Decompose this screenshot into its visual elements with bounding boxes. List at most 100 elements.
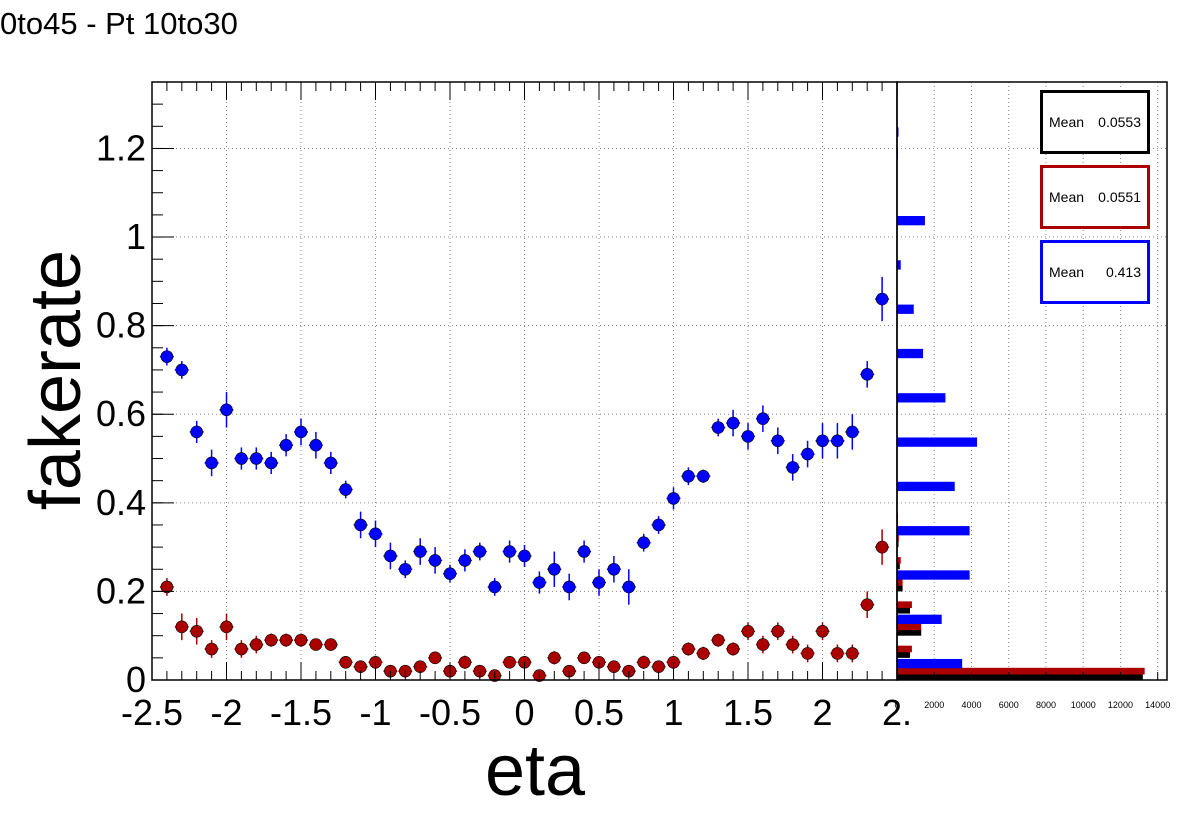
- x-tick-label: -2.5: [121, 692, 183, 733]
- main-plot-points: [159, 276, 890, 682]
- data-point: [190, 425, 203, 439]
- histogram-bar: [897, 673, 1143, 680]
- stats-box-red: Mean 0.0551: [1040, 165, 1150, 229]
- data-point: [175, 620, 189, 634]
- data-point: [264, 633, 278, 647]
- data-point: [816, 624, 829, 638]
- data-point: [592, 576, 606, 589]
- data-point: [637, 655, 651, 669]
- y-tick-label: 1.2: [96, 127, 146, 168]
- data-point: [354, 518, 367, 532]
- side-x-tick-label: 12000: [1108, 700, 1133, 710]
- x-tick-label: 2: [812, 692, 832, 733]
- side-x-tick-label: 0: [894, 700, 899, 710]
- data-point: [190, 624, 203, 638]
- data-point: [175, 363, 189, 377]
- data-point: [652, 518, 665, 532]
- data-point: [801, 647, 814, 660]
- data-point: [473, 545, 487, 558]
- data-point: [309, 638, 323, 651]
- data-point: [220, 403, 233, 417]
- x-tick-label: 2.: [882, 692, 912, 733]
- side-x-tick-label: 2000: [924, 700, 944, 710]
- histogram-bar: [897, 215, 925, 226]
- y-axis-title: fakerate: [16, 250, 96, 510]
- data-point: [160, 580, 174, 594]
- data-point: [771, 624, 785, 638]
- data-point: [711, 421, 725, 434]
- x-tick-label: -2: [210, 692, 242, 733]
- data-point: [458, 554, 472, 567]
- y-tick-label: 0.8: [96, 305, 146, 346]
- data-point: [682, 469, 695, 483]
- data-point: [443, 567, 457, 580]
- data-point: [413, 545, 427, 558]
- data-point: [413, 660, 427, 674]
- data-point: [816, 434, 829, 448]
- data-point: [845, 425, 859, 439]
- stats-value: 0.0553: [1098, 114, 1141, 130]
- histogram-bar: [897, 645, 912, 653]
- x-tick-label: -0.5: [419, 692, 481, 733]
- data-point: [667, 492, 680, 505]
- histogram-bar: [897, 260, 901, 270]
- data-point: [547, 562, 561, 576]
- stats-value: 0.0551: [1098, 189, 1141, 205]
- data-point: [324, 456, 338, 470]
- histogram-bar: [897, 658, 963, 669]
- stats-value: 0.413: [1105, 264, 1141, 280]
- histogram-bar: [897, 348, 924, 359]
- data-point: [503, 655, 516, 669]
- main-plot-grid: [152, 82, 897, 680]
- x-tick-label: 1.5: [723, 692, 773, 733]
- data-point: [324, 638, 338, 651]
- data-point: [577, 545, 591, 558]
- stats-box-blue: Mean 0.413: [1040, 240, 1150, 304]
- data-point: [384, 549, 397, 563]
- y-tick-label: 0.6: [96, 393, 146, 434]
- data-point: [339, 483, 353, 496]
- data-point: [235, 642, 248, 656]
- data-point: [741, 624, 755, 638]
- stats-label: Mean: [1049, 114, 1085, 130]
- histogram-bar: [897, 629, 922, 636]
- data-point: [264, 456, 278, 470]
- x-axis-title: eta: [485, 731, 586, 811]
- histogram-bar: [897, 601, 912, 609]
- data-point: [756, 638, 770, 651]
- x-tick-label: 0.5: [574, 692, 624, 733]
- data-point: [786, 461, 800, 474]
- data-point: [428, 651, 442, 665]
- side-x-tick-label: 8000: [1036, 700, 1056, 710]
- data-point: [726, 642, 740, 656]
- data-point: [607, 660, 621, 674]
- data-point: [696, 647, 710, 660]
- stats-label: Mean: [1049, 264, 1085, 280]
- y-tick-label: 1: [126, 216, 146, 257]
- data-point: [354, 660, 367, 674]
- histogram-bar: [897, 667, 1145, 675]
- data-point: [249, 452, 263, 465]
- histogram-bar: [897, 393, 946, 403]
- histogram-bar: [897, 584, 903, 592]
- data-point: [637, 536, 651, 549]
- chart-title: 0to45 - Pt 10to30: [0, 6, 238, 41]
- data-point: [756, 412, 770, 425]
- data-point: [488, 580, 502, 594]
- histogram-bar: [897, 570, 970, 580]
- histogram-bar: [897, 481, 955, 492]
- histogram-bar: [897, 304, 914, 314]
- data-point: [875, 292, 889, 306]
- data-point: [652, 660, 665, 674]
- histogram-bar: [897, 579, 903, 586]
- data-point: [398, 562, 412, 576]
- data-point: [279, 633, 293, 647]
- data-point: [562, 580, 576, 594]
- x-tick-label: -1: [359, 692, 391, 733]
- histogram-bar: [897, 562, 900, 570]
- data-point: [831, 647, 844, 660]
- data-point: [339, 655, 353, 669]
- data-point: [801, 447, 814, 461]
- histogram-bar: [897, 437, 978, 447]
- data-point: [607, 562, 621, 576]
